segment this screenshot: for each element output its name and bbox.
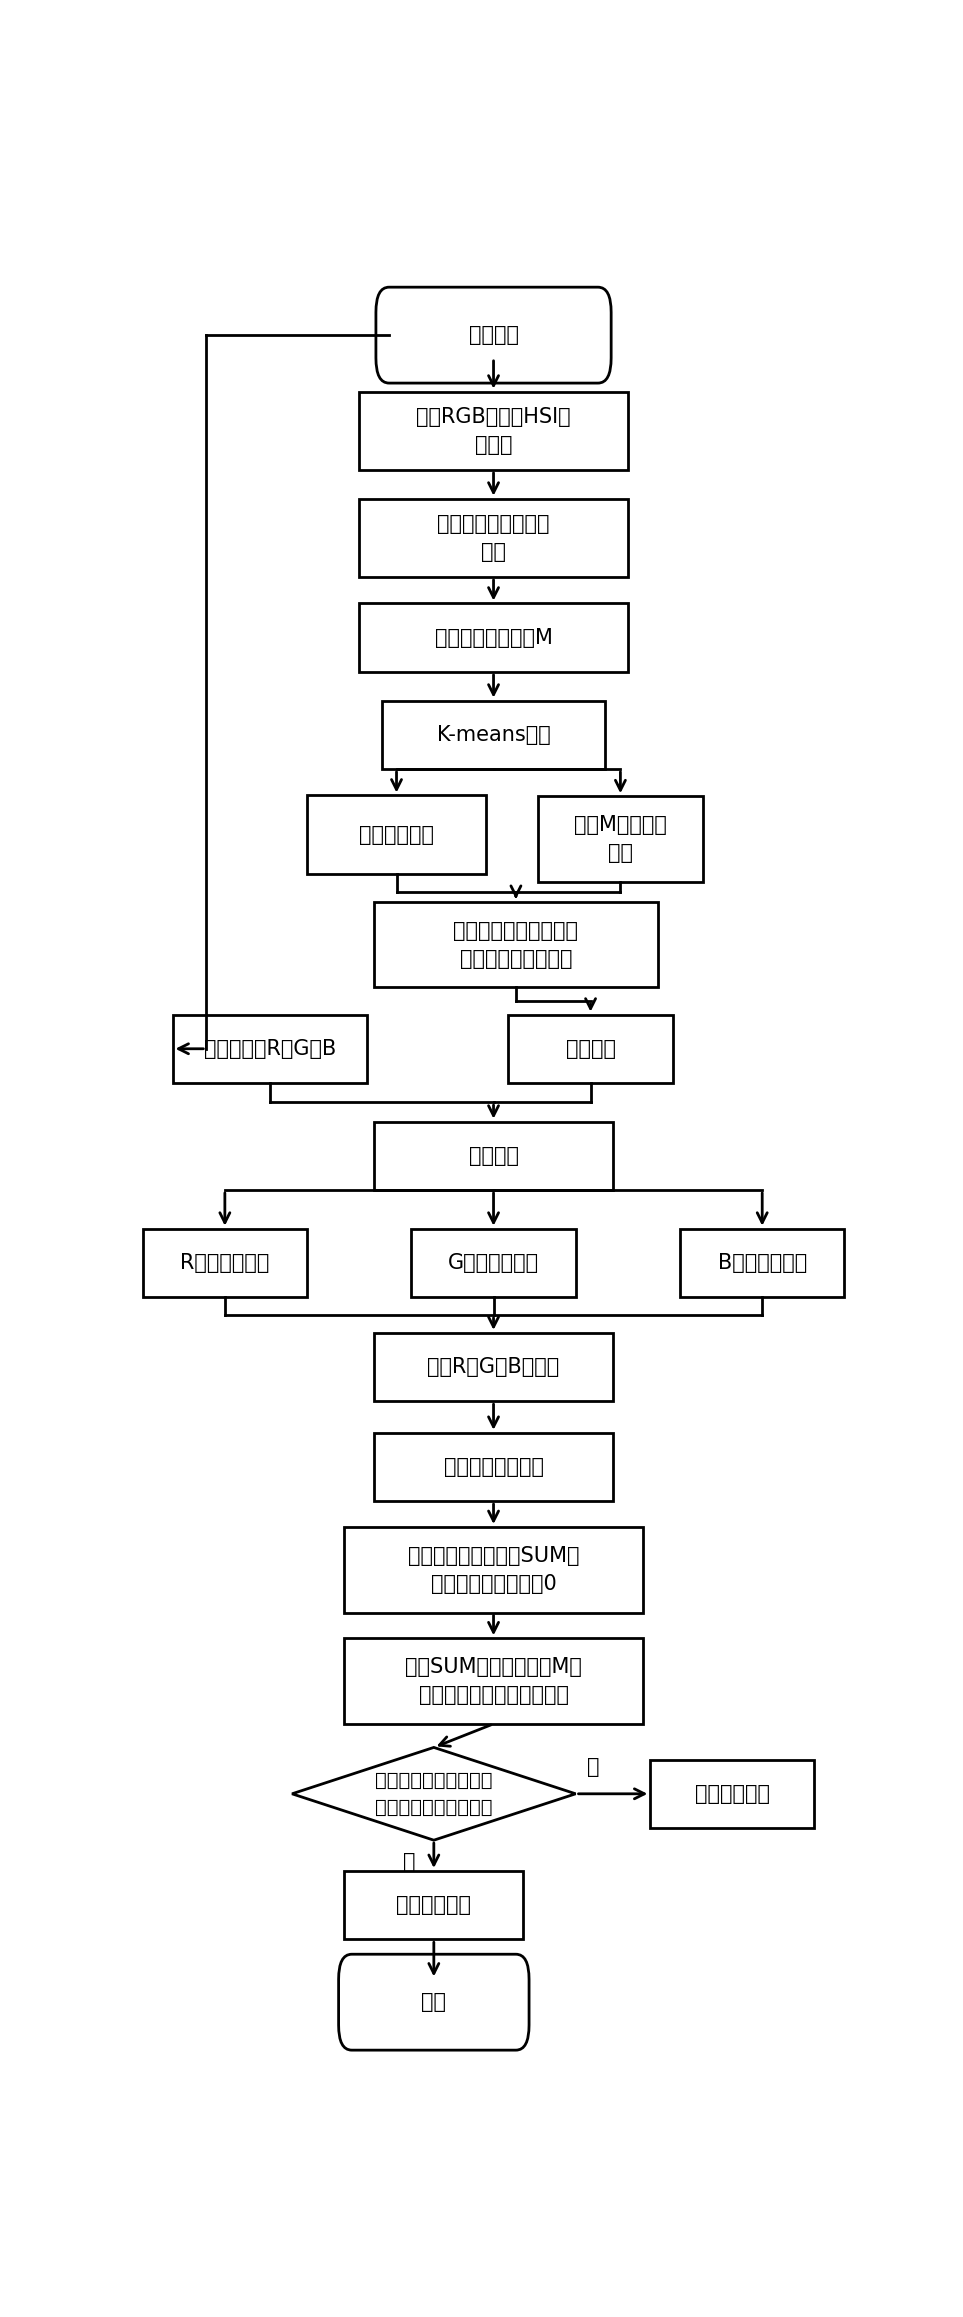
Text: 标签图像: 标签图像 (565, 1038, 615, 1059)
Text: 分离原图为R、G、B: 分离原图为R、G、B (203, 1038, 336, 1059)
FancyBboxPatch shape (339, 1953, 529, 2051)
Text: K-means聚类: K-means聚类 (436, 725, 551, 744)
Text: 结束: 结束 (422, 1993, 446, 2011)
Text: 初始化聚类类别数M: 初始化聚类类别数M (434, 628, 553, 649)
FancyBboxPatch shape (538, 797, 703, 883)
Text: 苔质样本图像: 苔质样本图像 (397, 1895, 471, 1916)
FancyBboxPatch shape (374, 1121, 613, 1191)
Text: 合并R、G、B三通道: 合并R、G、B三通道 (428, 1358, 560, 1376)
FancyBboxPatch shape (376, 287, 612, 382)
FancyBboxPatch shape (381, 700, 606, 769)
Text: 小: 小 (586, 1756, 599, 1777)
Text: 根据SUM从小到大排序M个
标签图像，选择前两个图像: 根据SUM从小到大排序M个 标签图像，选择前两个图像 (405, 1657, 582, 1705)
Text: B通道映射结果: B通道映射结果 (717, 1253, 807, 1272)
Text: 模板运算: 模板运算 (469, 1147, 518, 1165)
Text: 判断标签图像中心位置
非背景像素的面积大小: 判断标签图像中心位置 非背景像素的面积大小 (375, 1770, 493, 1817)
Polygon shape (292, 1747, 576, 1840)
Text: R通道映射结果: R通道映射结果 (180, 1253, 270, 1272)
Text: 大: 大 (403, 1851, 415, 1872)
Text: G通道映射结果: G通道映射结果 (448, 1253, 539, 1272)
FancyBboxPatch shape (650, 1759, 815, 1828)
FancyBboxPatch shape (143, 1228, 307, 1298)
FancyBboxPatch shape (307, 795, 486, 874)
FancyBboxPatch shape (345, 1527, 643, 1613)
FancyBboxPatch shape (345, 1638, 643, 1724)
FancyBboxPatch shape (374, 1332, 613, 1402)
FancyBboxPatch shape (359, 392, 628, 470)
FancyBboxPatch shape (411, 1228, 576, 1298)
Text: 计算背景像素点总数SUM，
并设置背景像素值为0: 计算背景像素点总数SUM， 并设置背景像素值为0 (407, 1545, 580, 1594)
FancyBboxPatch shape (508, 1015, 672, 1082)
Text: 像素标签矩阵: 像素标签矩阵 (359, 825, 434, 846)
FancyBboxPatch shape (680, 1228, 845, 1298)
Text: 标签图像映射结果: 标签图像映射结果 (444, 1457, 543, 1476)
FancyBboxPatch shape (172, 1015, 367, 1082)
Text: 舌质样本图像: 舌质样本图像 (695, 1784, 769, 1805)
FancyBboxPatch shape (375, 901, 658, 987)
Text: 图像RGB空间到HSI空
间转换: 图像RGB空间到HSI空 间转换 (416, 408, 571, 454)
FancyBboxPatch shape (359, 602, 628, 672)
Text: 读取图像: 读取图像 (469, 324, 518, 345)
FancyBboxPatch shape (374, 1432, 613, 1501)
FancyBboxPatch shape (359, 498, 628, 577)
Text: 相同类别标签映射到同
一个空图对应的位置: 相同类别标签映射到同 一个空图对应的位置 (454, 920, 579, 969)
Text: 构建M个单通道
空图: 构建M个单通道 空图 (574, 816, 666, 862)
FancyBboxPatch shape (345, 1870, 524, 1939)
Text: 映射像素信息到三维
矩阵: 映射像素信息到三维 矩阵 (437, 514, 550, 561)
